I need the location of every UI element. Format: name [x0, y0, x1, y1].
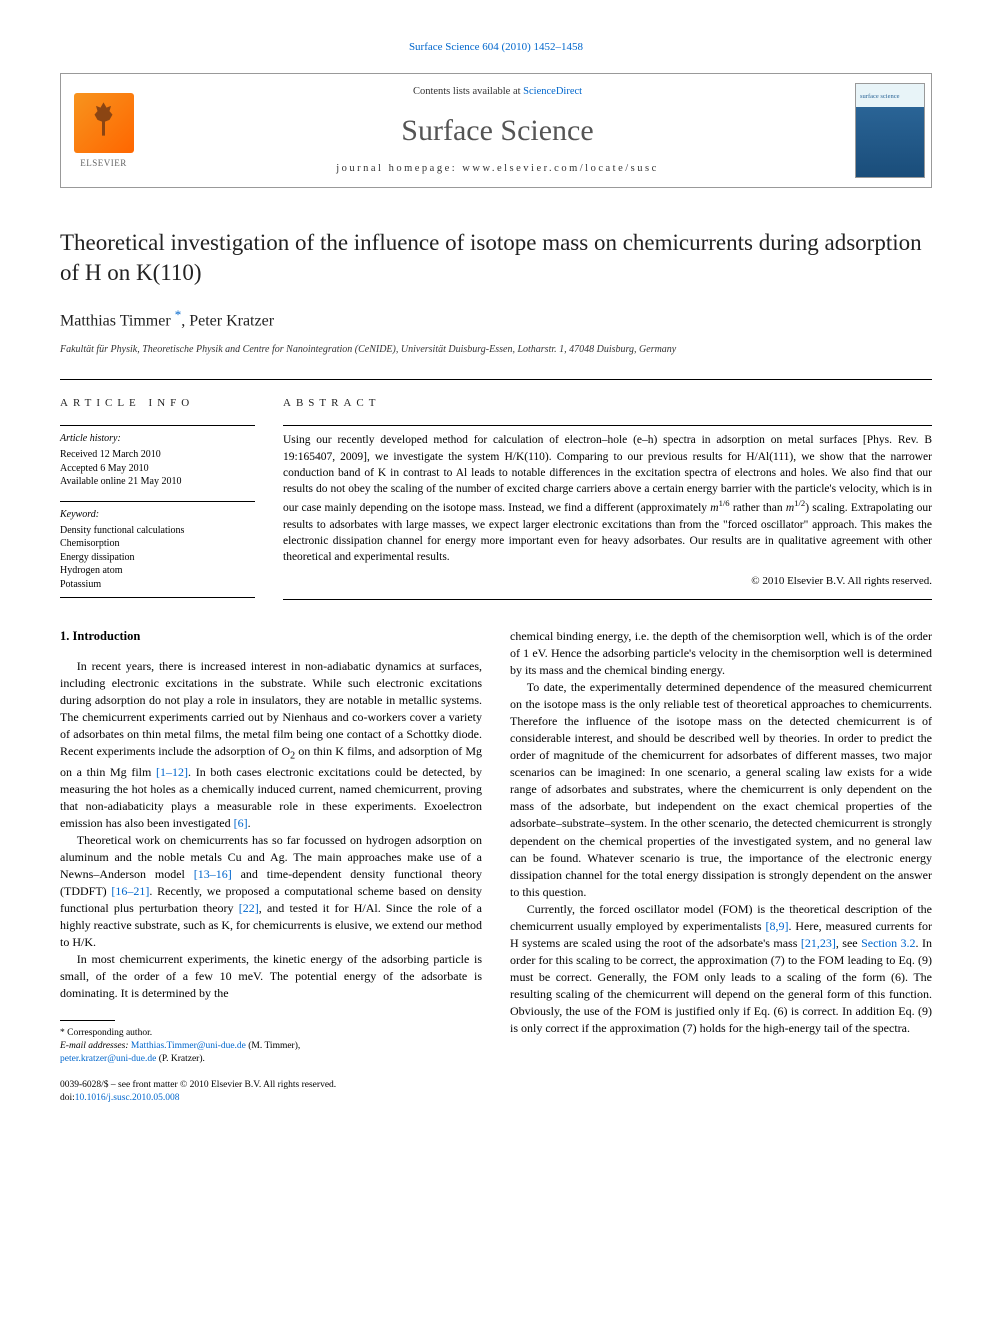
- sciencedirect-link[interactable]: ScienceDirect: [523, 86, 582, 97]
- history-online: Available online 21 May 2010: [60, 475, 255, 489]
- journal-header-box: ELSEVIER Contents lists available at Sci…: [60, 73, 932, 188]
- footnote-separator: [60, 1020, 115, 1021]
- email-2[interactable]: peter.kratzer@uni-due.de: [60, 1054, 156, 1064]
- email-line: E-mail addresses: Matthias.Timmer@uni-du…: [60, 1040, 482, 1053]
- cite-6[interactable]: [6]: [234, 816, 248, 830]
- author-sep: ,: [181, 313, 189, 330]
- journal-homepage[interactable]: journal homepage: www.elsevier.com/locat…: [336, 162, 659, 177]
- cover-image: [855, 83, 925, 178]
- cite-16-21[interactable]: [16–21]: [111, 884, 149, 898]
- intro-para-2: Theoretical work on chemicurrents has so…: [60, 832, 482, 951]
- abstract-text: Using our recently developed method for …: [283, 425, 932, 565]
- journal-reference-top[interactable]: Surface Science 604 (2010) 1452–1458: [60, 40, 932, 55]
- doi-link[interactable]: 10.1016/j.susc.2010.05.008: [75, 1093, 180, 1103]
- body-two-column: 1. Introduction In recent years, there i…: [60, 628, 932, 1105]
- cite-22[interactable]: [22]: [239, 901, 259, 915]
- article-title: Theoretical investigation of the influen…: [60, 228, 932, 288]
- journal-name: Surface Science: [401, 110, 593, 152]
- p3c: , see: [836, 936, 861, 950]
- journal-cover-thumb: [849, 74, 931, 187]
- p3d: . In order for this scaling to be correc…: [510, 936, 932, 1035]
- header-center: Contents lists available at ScienceDirec…: [146, 74, 849, 187]
- abstract-copyright: © 2010 Elsevier B.V. All rights reserved…: [283, 574, 932, 600]
- author-1[interactable]: Matthias Timmer: [60, 313, 171, 330]
- doi-label: doi:: [60, 1093, 75, 1103]
- author-list: Matthias Timmer *, Peter Kratzer: [60, 306, 932, 333]
- col2-para-2: To date, the experimentally determined d…: [510, 679, 932, 900]
- elsevier-tree-icon: [74, 93, 134, 153]
- article-info-column: ARTICLE INFO Article history: Received 1…: [60, 396, 255, 600]
- section-3-2-ref[interactable]: Section 3.2: [861, 936, 915, 950]
- abstract-heading: ABSTRACT: [283, 396, 932, 411]
- abstract-body: Using our recently developed method for …: [283, 434, 932, 563]
- publisher-logo: ELSEVIER: [61, 74, 146, 187]
- corr-label: * Corresponding author.: [60, 1027, 482, 1040]
- publisher-name: ELSEVIER: [80, 157, 127, 170]
- history-label: Article history:: [60, 432, 255, 446]
- doi-line: doi:10.1016/j.susc.2010.05.008: [60, 1092, 482, 1105]
- body-column-left: 1. Introduction In recent years, there i…: [60, 628, 482, 1105]
- contents-prefix: Contents lists available at: [413, 86, 523, 97]
- col2-para-3: Currently, the forced oscillator model (…: [510, 901, 932, 1037]
- intro-para-1: In recent years, there is increased inte…: [60, 658, 482, 832]
- cite-21-23[interactable]: [21,23]: [801, 936, 836, 950]
- front-matter-meta: 0039-6028/$ – see front matter © 2010 El…: [60, 1079, 482, 1105]
- keyword-0: Density functional calculations: [60, 524, 255, 538]
- keyword-4: Potassium: [60, 578, 255, 592]
- section-1-heading: 1. Introduction: [60, 628, 482, 646]
- affiliation: Fakultät für Physik, Theoretische Physik…: [60, 343, 932, 357]
- abstract-column: ABSTRACT Using our recently developed me…: [283, 396, 932, 600]
- email-label: E-mail addresses:: [60, 1041, 131, 1051]
- cite-1-12[interactable]: [1–12]: [156, 765, 188, 779]
- corresponding-author-footnote: * Corresponding author. E-mail addresses…: [60, 1027, 482, 1065]
- email-line-2: peter.kratzer@uni-due.de (P. Kratzer).: [60, 1053, 482, 1066]
- author-2[interactable]: Peter Kratzer: [189, 313, 274, 330]
- history-received: Received 12 March 2010: [60, 448, 255, 462]
- info-abstract-row: ARTICLE INFO Article history: Received 1…: [60, 379, 932, 600]
- email-2-who: (P. Kratzer).: [156, 1054, 205, 1064]
- keyword-1: Chemisorption: [60, 537, 255, 551]
- keyword-2: Energy dissipation: [60, 551, 255, 565]
- keyword-label: Keyword:: [60, 508, 255, 522]
- front-matter-line: 0039-6028/$ – see front matter © 2010 El…: [60, 1079, 482, 1092]
- article-info-heading: ARTICLE INFO: [60, 396, 255, 411]
- col2-para-1: chemical binding energy, i.e. the depth …: [510, 628, 932, 679]
- p1d: .: [248, 816, 251, 830]
- history-accepted: Accepted 6 May 2010: [60, 462, 255, 476]
- keyword-block: Keyword: Density functional calculations…: [60, 501, 255, 599]
- body-column-right: chemical binding energy, i.e. the depth …: [510, 628, 932, 1105]
- keyword-3: Hydrogen atom: [60, 564, 255, 578]
- contents-line: Contents lists available at ScienceDirec…: [413, 85, 582, 100]
- email-1-who: (M. Timmer),: [246, 1041, 300, 1051]
- cite-13-16[interactable]: [13–16]: [194, 867, 232, 881]
- email-1[interactable]: Matthias.Timmer@uni-due.de: [131, 1041, 246, 1051]
- intro-para-3: In most chemicurrent experiments, the ki…: [60, 951, 482, 1002]
- cite-8-9[interactable]: [8,9]: [765, 919, 788, 933]
- article-history: Article history: Received 12 March 2010 …: [60, 425, 255, 489]
